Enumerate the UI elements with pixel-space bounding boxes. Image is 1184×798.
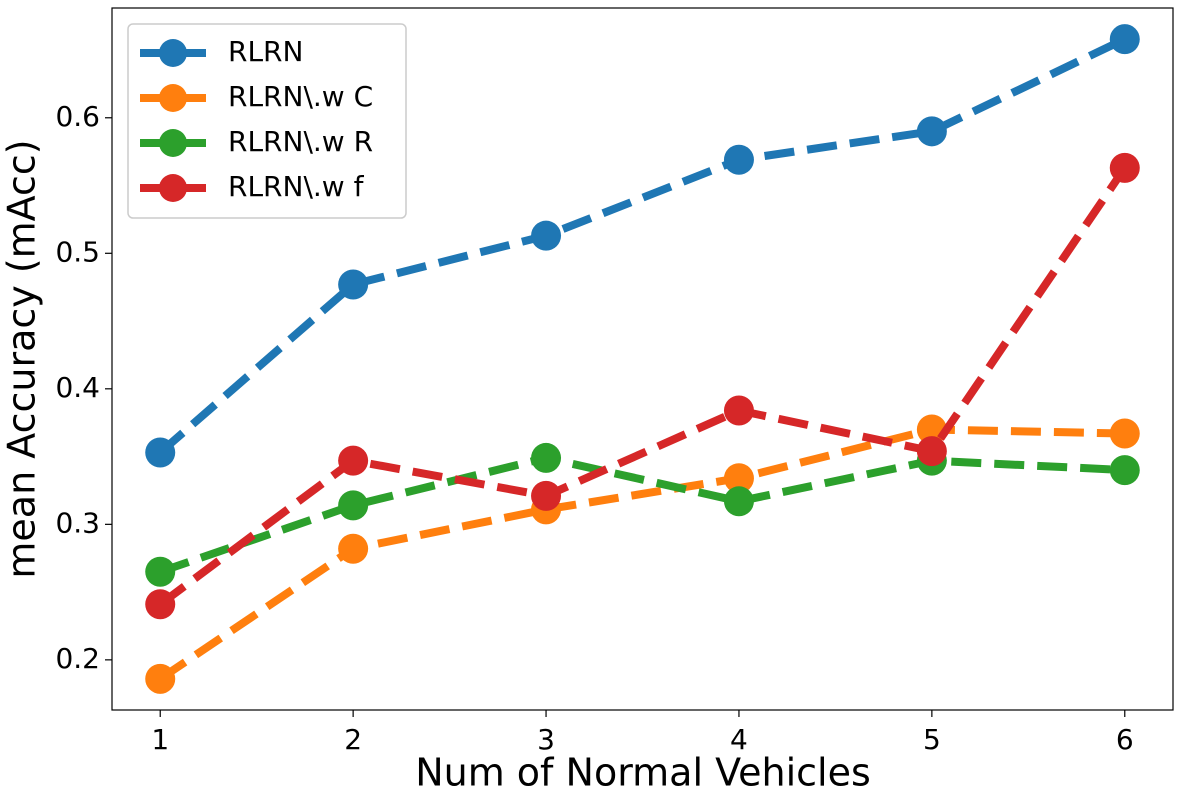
data-point bbox=[1109, 418, 1140, 449]
x-tick-label: 3 bbox=[537, 723, 555, 756]
legend-label: RLRN\.w C bbox=[228, 80, 373, 113]
y-tick-label: 0.2 bbox=[55, 642, 100, 675]
data-point bbox=[723, 395, 754, 426]
data-point bbox=[531, 442, 562, 473]
plot-frame bbox=[111, 7, 1174, 711]
legend-marker bbox=[159, 174, 187, 202]
series-line bbox=[158, 453, 1125, 576]
x-axis-label: Num of Normal Vehicles bbox=[415, 751, 871, 795]
legend-box bbox=[127, 23, 407, 219]
x-tick-label: 5 bbox=[923, 723, 941, 756]
data-point bbox=[145, 556, 176, 587]
y-axis-label: mean Accuracy (mAcc) bbox=[0, 139, 44, 578]
x-tick-label: 4 bbox=[730, 723, 748, 756]
series-line bbox=[157, 165, 1129, 608]
series-line bbox=[157, 425, 1125, 683]
y-tick-label: 0.4 bbox=[55, 371, 100, 404]
data-point bbox=[531, 480, 562, 511]
legend-label: RLRN\.w R bbox=[228, 125, 373, 158]
legend-marker bbox=[159, 84, 187, 112]
y-tick-label: 0.3 bbox=[55, 506, 100, 539]
data-point bbox=[723, 463, 754, 494]
x-tick-label: 1 bbox=[151, 723, 169, 756]
data-point bbox=[916, 436, 947, 467]
legend-marker bbox=[159, 39, 187, 67]
x-tick-label: 2 bbox=[344, 723, 362, 756]
legend: RLRN RLRN\.w C RLRN\.w R RLRN\.w f bbox=[127, 23, 407, 219]
data-point bbox=[338, 269, 369, 300]
data-point bbox=[145, 437, 176, 468]
y-tick-label: 0.6 bbox=[55, 100, 100, 133]
data-point bbox=[1109, 455, 1140, 486]
y-tick-label: 0.5 bbox=[55, 235, 100, 268]
data-point bbox=[145, 589, 176, 620]
data-point bbox=[338, 533, 369, 564]
x-tick-label: 6 bbox=[1116, 723, 1134, 756]
data-point bbox=[145, 663, 176, 694]
data-point bbox=[723, 486, 754, 517]
legend-label: RLRN\.w f bbox=[228, 170, 365, 203]
legend-label: RLRN bbox=[228, 35, 303, 68]
data-point bbox=[338, 445, 369, 476]
data-point bbox=[1109, 152, 1140, 183]
data-point bbox=[338, 490, 369, 521]
legend-marker bbox=[159, 129, 187, 157]
data-point bbox=[531, 220, 562, 251]
data-point bbox=[1109, 24, 1140, 55]
data-point bbox=[723, 144, 754, 175]
data-point bbox=[916, 116, 947, 147]
